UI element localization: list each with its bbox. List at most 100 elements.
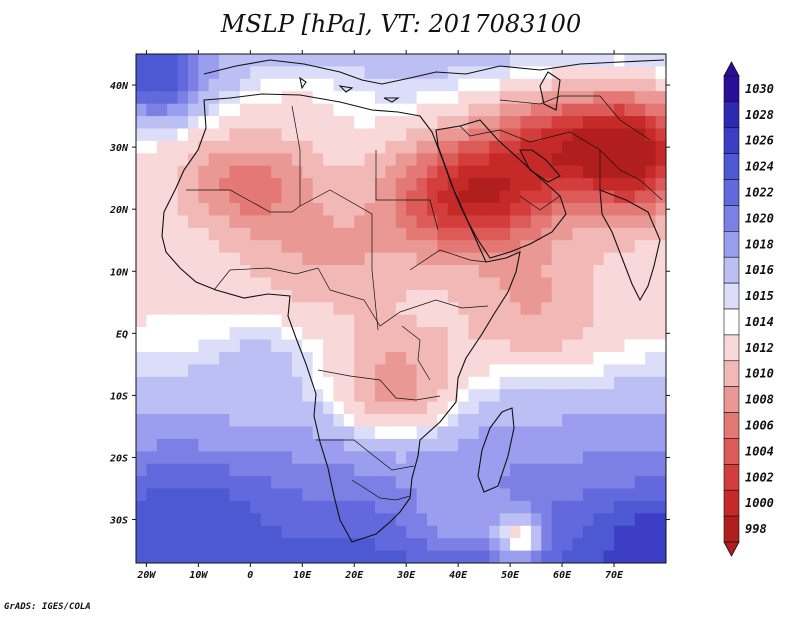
pressure-cell (499, 66, 511, 80)
pressure-cell (219, 376, 231, 390)
pressure-cell (427, 414, 438, 427)
pressure-cell (188, 215, 199, 229)
pressure-cell (624, 451, 636, 465)
y-tick-label: 30N (109, 143, 129, 154)
pressure-cell (136, 252, 147, 266)
pressure-cell (427, 103, 438, 117)
pressure-cell (250, 128, 262, 142)
pressure-cell (375, 438, 386, 452)
pressure-cell (219, 190, 231, 204)
pressure-cell (427, 277, 438, 291)
pressure-cell (416, 500, 428, 514)
pressure-cell (447, 252, 459, 266)
pressure-cell (614, 389, 625, 403)
pressure-cell (281, 302, 293, 316)
pressure-cell (655, 215, 666, 229)
pressure-cell (167, 352, 179, 365)
pressure-cell (603, 364, 615, 378)
pressure-cell (260, 476, 272, 490)
pressure-cell (229, 128, 241, 142)
pressure-cell (572, 289, 584, 303)
pressure-cell (291, 414, 303, 427)
pressure-cell (562, 463, 574, 477)
pressure-cell (208, 550, 220, 563)
pressure-cell (468, 525, 480, 539)
pressure-cell (146, 389, 158, 403)
pressure-cell (427, 438, 438, 452)
pressure-cell (624, 178, 636, 192)
pressure-cell (530, 165, 542, 179)
pressure-cell (416, 165, 428, 179)
pressure-cell (354, 78, 366, 92)
pressure-cell (291, 265, 303, 278)
pressure-cell (458, 327, 470, 341)
pressure-cell (416, 488, 428, 502)
pressure-cell (239, 525, 251, 539)
pressure-cell (624, 302, 636, 316)
pressure-cell (603, 215, 615, 229)
pressure-cell (188, 513, 199, 527)
pressure-cell (406, 438, 418, 452)
pressure-cell (427, 265, 438, 278)
pressure-cell (427, 488, 438, 502)
pressure-cell (447, 91, 459, 105)
pressure-cell (406, 364, 418, 378)
pressure-cell (250, 178, 262, 192)
pressure-cell (395, 116, 407, 130)
pressure-cell (458, 389, 470, 403)
pressure-cell (416, 376, 428, 390)
pressure-cell (645, 414, 657, 427)
pressure-cell (572, 314, 584, 328)
pressure-cell (447, 178, 459, 192)
pressure-cell (385, 203, 397, 216)
pressure-cell (229, 265, 241, 278)
pressure-cell (541, 128, 553, 142)
pressure-cell (572, 153, 584, 167)
pressure-cell (603, 513, 615, 527)
pressure-cell (458, 227, 470, 241)
pressure-cell (260, 240, 272, 254)
pressure-cell (302, 215, 314, 229)
pressure-cell (156, 178, 168, 192)
pressure-cell (312, 302, 324, 316)
pressure-cell (354, 327, 366, 341)
pressure-cell (260, 376, 272, 390)
pressure-cell (395, 389, 407, 403)
pressure-cell (468, 327, 480, 341)
pressure-cell (136, 352, 147, 365)
pressure-cell (208, 376, 220, 390)
pressure-cell (655, 252, 666, 266)
pressure-cell (530, 190, 542, 204)
pressure-cell (250, 78, 262, 92)
pressure-cell (229, 240, 241, 254)
pressure-cell (447, 128, 459, 142)
pressure-cell (375, 140, 386, 154)
pressure-cell (510, 500, 522, 514)
pressure-cell (582, 525, 594, 539)
pressure-cell (167, 327, 179, 341)
pressure-cell (416, 240, 428, 254)
pressure-cell (437, 91, 449, 105)
pressure-cell (188, 538, 199, 552)
pressure-cell (603, 277, 615, 291)
pressure-cell (167, 401, 179, 415)
pressure-cell (541, 538, 553, 552)
pressure-cell (385, 54, 397, 67)
pressure-cell (645, 178, 657, 192)
pressure-cell (634, 476, 646, 490)
pressure-cell (167, 178, 179, 192)
pressure-cell (468, 215, 480, 229)
pressure-cell (551, 414, 563, 427)
pressure-cell (603, 165, 615, 179)
pressure-cell (416, 550, 428, 563)
pressure-cell (406, 414, 418, 427)
pressure-cell (239, 352, 251, 365)
pressure-cell (167, 302, 179, 316)
pressure-cell (385, 327, 397, 341)
pressure-cell (208, 314, 220, 328)
pressure-cell (645, 463, 657, 477)
pressure-cell (406, 488, 418, 502)
pressure-cell (427, 463, 438, 477)
pressure-cell (458, 240, 470, 254)
pressure-cell (593, 389, 605, 403)
